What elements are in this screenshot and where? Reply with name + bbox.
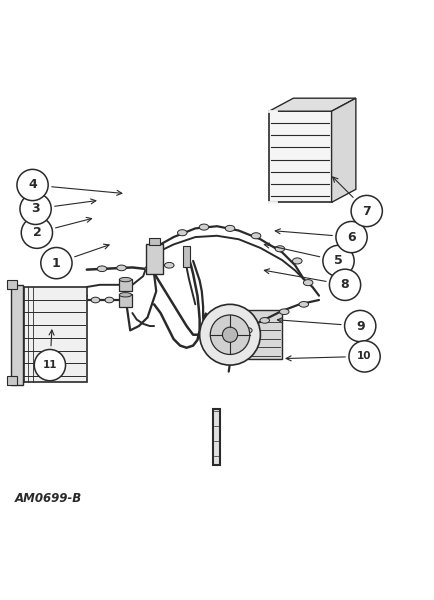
Ellipse shape — [243, 328, 252, 333]
Polygon shape — [332, 98, 356, 202]
Circle shape — [21, 217, 53, 248]
Ellipse shape — [199, 224, 209, 230]
Polygon shape — [269, 98, 356, 111]
Ellipse shape — [279, 309, 289, 314]
Text: 11: 11 — [43, 360, 57, 370]
Circle shape — [349, 341, 380, 372]
Ellipse shape — [119, 293, 132, 297]
Bar — [7, 280, 17, 289]
Text: 7: 7 — [362, 205, 371, 218]
Ellipse shape — [145, 266, 155, 272]
Bar — [146, 244, 163, 274]
Bar — [149, 238, 160, 245]
Bar — [7, 376, 17, 385]
Text: 1: 1 — [52, 257, 61, 269]
Circle shape — [41, 247, 72, 279]
Ellipse shape — [233, 336, 243, 342]
Circle shape — [222, 327, 238, 343]
Ellipse shape — [91, 297, 100, 303]
Circle shape — [34, 349, 66, 381]
Bar — [11, 285, 23, 385]
Ellipse shape — [251, 233, 261, 239]
Ellipse shape — [293, 258, 302, 264]
Ellipse shape — [164, 262, 174, 268]
Ellipse shape — [119, 277, 132, 282]
Circle shape — [336, 221, 367, 253]
Bar — [119, 279, 132, 292]
Circle shape — [329, 269, 361, 301]
Ellipse shape — [97, 266, 107, 272]
Bar — [269, 111, 332, 202]
Ellipse shape — [105, 297, 114, 303]
Text: 6: 6 — [347, 230, 356, 244]
Text: 3: 3 — [31, 202, 40, 215]
Polygon shape — [213, 409, 220, 465]
Bar — [183, 246, 190, 268]
Ellipse shape — [275, 246, 285, 252]
Ellipse shape — [299, 302, 309, 307]
Circle shape — [210, 315, 250, 355]
Circle shape — [323, 245, 354, 277]
Ellipse shape — [178, 230, 187, 236]
Ellipse shape — [225, 226, 235, 232]
Text: 9: 9 — [356, 320, 365, 332]
Circle shape — [200, 304, 260, 365]
Ellipse shape — [303, 280, 313, 286]
Text: 5: 5 — [334, 254, 343, 268]
Text: AM0699-B: AM0699-B — [15, 492, 82, 505]
Ellipse shape — [260, 317, 270, 323]
Ellipse shape — [227, 346, 237, 352]
Circle shape — [20, 193, 51, 224]
Circle shape — [345, 310, 376, 341]
Ellipse shape — [117, 265, 126, 271]
Text: 2: 2 — [33, 226, 41, 239]
Circle shape — [351, 196, 382, 227]
Bar — [248, 310, 282, 359]
Bar — [22, 287, 87, 382]
Text: 8: 8 — [341, 278, 349, 292]
Text: 4: 4 — [28, 178, 37, 191]
Circle shape — [17, 169, 48, 200]
Text: 10: 10 — [357, 352, 372, 361]
Bar — [119, 295, 132, 307]
